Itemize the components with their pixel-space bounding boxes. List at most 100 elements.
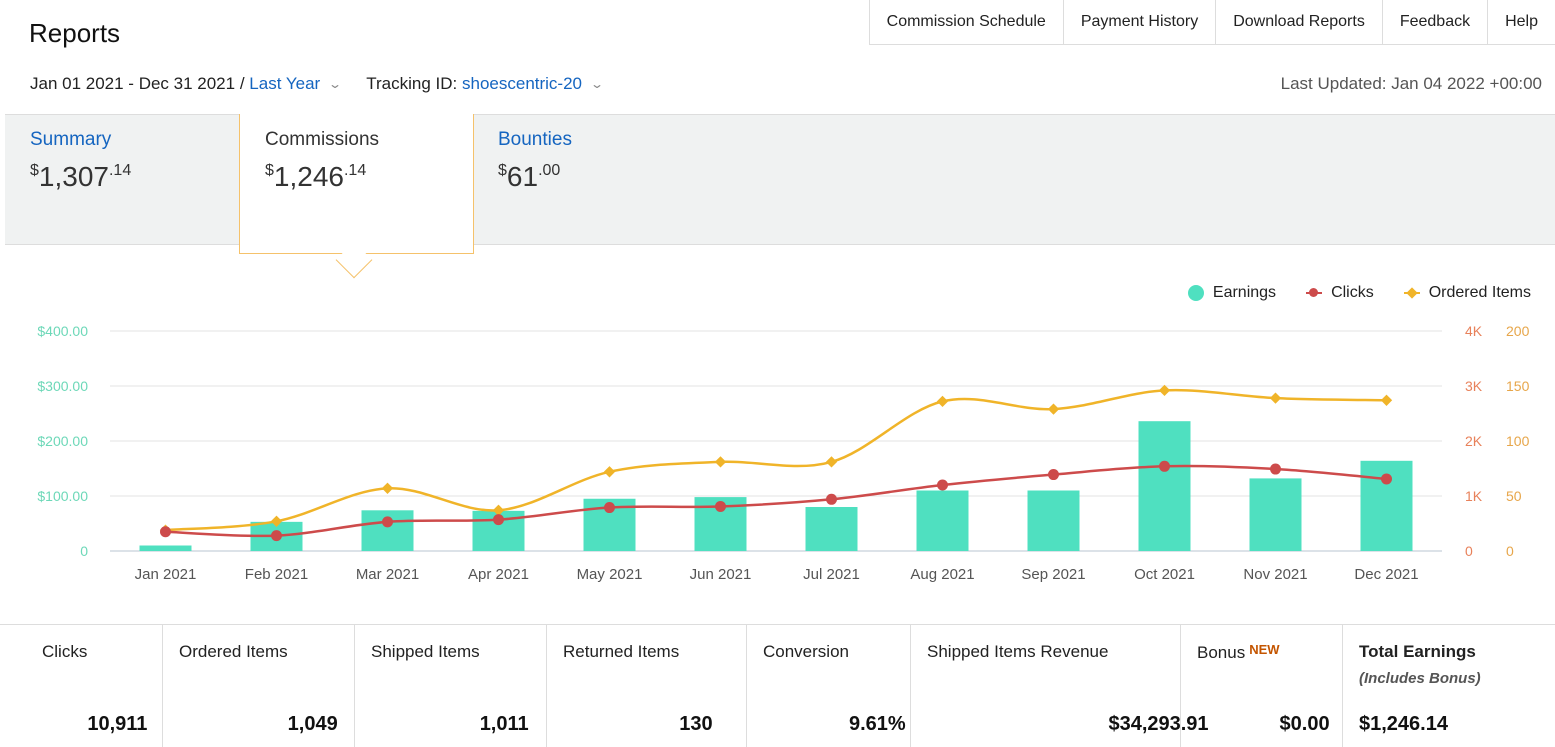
right-axis-2-tick: 50 (1506, 488, 1522, 504)
x-axis-tick: Oct 2021 (1134, 566, 1195, 583)
stat-label: Shipped Items (371, 642, 480, 661)
x-axis-tick: Sep 2021 (1021, 566, 1085, 583)
last-updated: Last Updated: Jan 04 2022 +00:00 (1280, 74, 1542, 93)
page-title: Reports (29, 18, 121, 48)
stat-value: 1,011 (479, 713, 529, 735)
clicks-line (165, 464, 1387, 538)
tab-amount: $1,307.14 (30, 161, 132, 192)
earnings-bar (1249, 478, 1302, 551)
stat-label: Ordered Items (179, 642, 288, 661)
x-axis-tick: May 2021 (577, 566, 643, 583)
chart-legend: Earnings Clicks Ordered Items (1158, 284, 1531, 302)
tab-summary[interactable]: Summary $1,307.14 (5, 114, 239, 245)
x-axis-tick: Feb 2021 (245, 566, 308, 583)
clicks-point (271, 530, 282, 542)
x-axis-tick: Dec 2021 (1354, 566, 1418, 583)
x-axis-tick: Mar 2021 (356, 566, 419, 583)
stat-shipped-items: Shipped Items 1,011 (355, 625, 547, 747)
ordered-items-point (936, 395, 949, 408)
ordered-items-line (165, 388, 1387, 532)
earnings-bar (139, 545, 192, 551)
right-axis-2-tick: 150 (1506, 378, 1530, 394)
ordered-items-point (603, 466, 616, 478)
right-axis-1-tick: 1K (1465, 488, 1483, 504)
clicks-point (715, 500, 726, 512)
stat-value: 9.61% (849, 713, 906, 735)
earnings-bar (1027, 490, 1080, 551)
chevron-down-icon[interactable]: ⌄ (590, 77, 605, 91)
stat-returned-items: Returned Items 130 (547, 625, 747, 747)
chevron-down-icon[interactable]: ⌄ (328, 77, 343, 91)
ordered-items-point (825, 456, 838, 468)
right-axis-1-tick: 2K (1465, 433, 1483, 449)
tab-label: Bounties (498, 129, 572, 150)
ordered-items-point (714, 456, 727, 468)
left-axis-tick: 0 (80, 543, 88, 559)
clicks-point (1048, 469, 1059, 481)
ordered-items-point (1269, 392, 1282, 404)
earnings-bar (916, 490, 969, 551)
ordered-items-point (270, 515, 283, 527)
new-badge: NEW (1249, 642, 1280, 657)
chart-svg: 0 $100.00 $200.00 $300.00 $400.00 0 1K 2K 3K 4K 0 5… (37, 323, 1530, 583)
stat-shipped-items-revenue: Shipped Items Revenue $34,293.91 (911, 625, 1209, 747)
right-axis-2-tick: 0 (1506, 543, 1514, 559)
clicks-swatch (1306, 288, 1323, 297)
clicks-point (604, 502, 615, 514)
nav-commission-schedule[interactable]: Commission Schedule (870, 0, 1064, 44)
stat-clicks: Clicks 10,911 (0, 625, 163, 747)
stat-value: 130 (679, 713, 713, 735)
left-axis-tick: $100.00 (37, 488, 88, 504)
ordered-items-point (1380, 394, 1393, 406)
x-axis-tick: Aug 2021 (910, 566, 974, 583)
clicks-point (1159, 460, 1170, 472)
tracking-label: Tracking ID: (366, 74, 458, 93)
period-dropdown[interactable]: Last Year (249, 74, 321, 93)
top-nav: Commission Schedule Payment History Down… (868, 0, 1555, 45)
tab-bounties[interactable]: Bounties $61.00 (473, 114, 707, 245)
stat-label: Returned Items (563, 642, 680, 661)
date-range-text: Jan 01 2021 - Dec 31 2021 / (30, 74, 245, 93)
ordered-items-point (381, 482, 394, 494)
tab-amount: $1,246.14 (265, 161, 367, 192)
nav-payment-history[interactable]: Payment History (1064, 0, 1217, 44)
right-axis-1-tick: 4K (1465, 323, 1483, 339)
filter-row: Jan 01 2021 - Dec 31 2021 / Last Year ⌄ … (30, 74, 605, 94)
stat-ordered-items: Ordered Items 1,049 (163, 625, 355, 747)
tab-label: Commissions (265, 129, 380, 150)
left-axis-tick: $200.00 (37, 433, 88, 449)
ordered-items-point (1158, 384, 1171, 397)
tab-label: Summary (30, 129, 112, 150)
legend-ordered-items[interactable]: Ordered Items (1403, 284, 1531, 302)
x-axis-tick: Jan 2021 (135, 566, 197, 583)
tab-commissions[interactable]: Commissions $1,246.14 (239, 114, 474, 254)
stat-label: Shipped Items Revenue (927, 642, 1109, 661)
x-axis-tick: Jul 2021 (803, 566, 860, 583)
stat-value: 10,911 (87, 713, 148, 735)
right-axis-1-tick: 0 (1465, 543, 1473, 559)
stat-sub-label: (Includes Bonus) (1359, 670, 1481, 687)
nav-download-reports[interactable]: Download Reports (1216, 0, 1383, 44)
x-axis-tick: Nov 2021 (1243, 566, 1307, 583)
nav-help[interactable]: Help (1505, 13, 1538, 30)
right-axis-1-tick: 3K (1465, 378, 1483, 394)
clicks-point (1381, 473, 1392, 485)
stat-bonus: Bonus NEW $0.00 (1181, 625, 1343, 747)
legend-clicks[interactable]: Clicks (1306, 284, 1374, 302)
clicks-point (826, 493, 837, 505)
stat-value: 1,049 (287, 713, 338, 735)
left-axis-tick: $400.00 (37, 323, 88, 339)
tracking-id-dropdown[interactable]: shoescentric-20 (462, 74, 583, 93)
nav-feedback[interactable]: Feedback (1383, 0, 1489, 44)
earnings-swatch (1187, 285, 1204, 301)
ordered-items-swatch (1403, 292, 1420, 294)
stat-label: Conversion (763, 642, 849, 661)
clicks-point (493, 514, 504, 526)
legend-earnings[interactable]: Earnings (1187, 284, 1276, 302)
stat-label: Total Earnings (1359, 642, 1476, 661)
ordered-items-point (1047, 403, 1060, 415)
stat-conversion: Conversion 9.61% (747, 625, 911, 747)
earnings-bar (1138, 421, 1191, 551)
earnings-bar (805, 507, 858, 551)
right-axis-2-tick: 100 (1506, 433, 1530, 449)
